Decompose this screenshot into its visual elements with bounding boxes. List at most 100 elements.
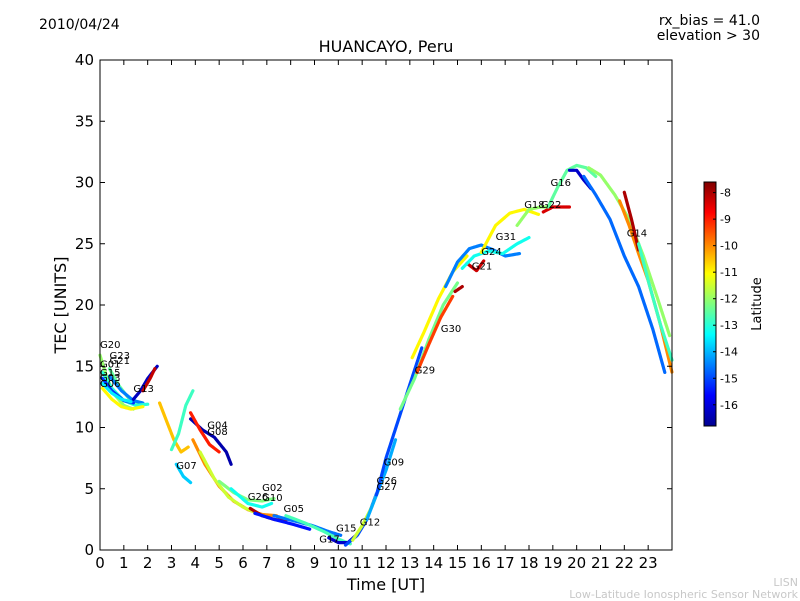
x-tick-label: 17 xyxy=(496,554,515,572)
x-tick-label: 5 xyxy=(214,554,224,572)
annotation-g30: G30 xyxy=(441,324,461,335)
series-g31 xyxy=(460,236,531,270)
series-g21b xyxy=(453,285,464,294)
y-tick-label: 30 xyxy=(75,174,94,192)
annotation-g26: G26 xyxy=(377,476,397,487)
series-g13b xyxy=(141,367,157,393)
x-tick-label: 13 xyxy=(400,554,419,572)
date-label: 2010/04/24 xyxy=(39,17,120,33)
x-tick-label: 11 xyxy=(353,554,372,572)
series-g16b xyxy=(567,168,593,191)
x-tick-label: 20 xyxy=(567,554,586,572)
series-g14c xyxy=(636,242,674,362)
colorbar-tick-label: -13 xyxy=(720,319,738,332)
annotation-g26: G26 xyxy=(248,492,268,503)
series-g08b xyxy=(191,438,278,518)
x-tick-label: 12 xyxy=(376,554,395,572)
x-tick-label: 6 xyxy=(238,554,248,572)
annotation-g01: G01 xyxy=(100,360,120,371)
x-tick-label: 10 xyxy=(329,554,348,572)
annotation-g16: G16 xyxy=(551,178,571,189)
annotation-g09: G09 xyxy=(384,458,404,469)
colorbar-tick-label: -11 xyxy=(720,266,738,279)
annotation-g15: G15 xyxy=(100,368,120,379)
series-layer xyxy=(98,163,674,547)
annotation-g31: G31 xyxy=(496,232,516,243)
x-tick-label: 21 xyxy=(591,554,610,572)
series-g16d xyxy=(586,166,672,338)
footer-network-name: Low-Latitude Ionospheric Sensor Network xyxy=(569,588,798,601)
series-g30 xyxy=(410,254,469,360)
x-tick-label: 18 xyxy=(519,554,538,572)
y-axis: 0 5 10 15 20 25 30 35 40 xyxy=(75,51,672,559)
series-g17 xyxy=(284,514,352,546)
x-tick-label: 19 xyxy=(543,554,562,572)
series-g07 xyxy=(158,401,190,454)
y-tick-label: 15 xyxy=(75,357,94,375)
series-g24 xyxy=(444,243,522,289)
series-g07b xyxy=(169,389,195,452)
x-tick-label: 8 xyxy=(286,554,296,572)
x-tick-label: 23 xyxy=(639,554,658,572)
chart-title: HUANCAYO, Peru xyxy=(319,37,454,56)
x-tick-label: 15 xyxy=(448,554,467,572)
annotation-g23: G23 xyxy=(110,351,130,362)
annotation-g21: G21 xyxy=(110,356,130,367)
colorbar-tick-label: -16 xyxy=(720,399,738,412)
y-tick-label: 25 xyxy=(75,235,94,253)
series-g06 xyxy=(100,386,145,411)
series-g02 xyxy=(217,479,276,503)
colorbar-tick-label: -15 xyxy=(720,372,738,385)
colorbar xyxy=(703,181,717,427)
colorbar-ticks: -8 -9 -10 -11 -12 -13 -14 -15 -16 xyxy=(713,187,738,412)
series-g14 xyxy=(617,199,674,374)
annotation-g13: G13 xyxy=(133,384,153,395)
series-g07c xyxy=(174,462,193,485)
series-g14b xyxy=(622,190,641,252)
x-axis: 0 1 2 3 4 5 6 7 8 9 10 11 12 13 14 15 16 17 18 19 20 21 22 23 xyxy=(95,60,658,572)
colorbar-tick-label: -10 xyxy=(720,240,738,253)
x-tick-label: 2 xyxy=(143,554,153,572)
annotation-g24: G24 xyxy=(481,247,501,258)
colorbar-tick-label: -9 xyxy=(720,213,731,226)
colorbar-label: Latitude xyxy=(750,277,765,331)
x-tick-label: 9 xyxy=(310,554,320,572)
annotation-g10: G10 xyxy=(262,493,282,504)
series-g05 xyxy=(253,511,312,531)
annotation-g03: G03 xyxy=(100,373,120,384)
annotation-g14: G14 xyxy=(627,228,647,239)
annotation-g29: G29 xyxy=(415,366,435,377)
y-tick-label: 20 xyxy=(75,296,94,314)
x-tick-label: 14 xyxy=(424,554,443,572)
annotation-g08: G08 xyxy=(207,427,227,438)
series-g16 xyxy=(546,163,598,209)
y-tick-label: 10 xyxy=(75,419,94,437)
series-g22b xyxy=(541,205,572,214)
series-g29 xyxy=(398,281,460,411)
series-g08c xyxy=(198,450,259,515)
annotation-g18: G18 xyxy=(524,200,544,211)
annotation-g21: G21 xyxy=(472,262,492,273)
annotation-g20: G20 xyxy=(100,340,120,351)
annotation-g05: G05 xyxy=(284,504,304,515)
annotation-g15: G15 xyxy=(336,524,356,535)
x-tick-label: 16 xyxy=(472,554,491,572)
annotation-g04: G04 xyxy=(207,421,227,432)
series-g09 xyxy=(374,346,424,497)
rx-bias-label: rx_bias = 41.0 xyxy=(658,13,760,29)
colorbar-tick-label: -8 xyxy=(720,187,731,200)
annotation-g12: G12 xyxy=(360,518,380,529)
x-tick-label: 7 xyxy=(262,554,272,572)
y-tick-label: 5 xyxy=(84,480,94,498)
series-g30b xyxy=(415,294,455,374)
x-tick-label: 3 xyxy=(167,554,177,572)
series-g03 xyxy=(100,381,133,404)
y-tick-label: 35 xyxy=(75,112,94,130)
annotation-g06: G06 xyxy=(100,379,120,390)
x-tick-label: 4 xyxy=(191,554,201,572)
y-axis-label: TEC [UNITS] xyxy=(51,257,70,355)
y-tick-label: 0 xyxy=(84,541,94,559)
colorbar-tick-label: -14 xyxy=(720,346,738,359)
